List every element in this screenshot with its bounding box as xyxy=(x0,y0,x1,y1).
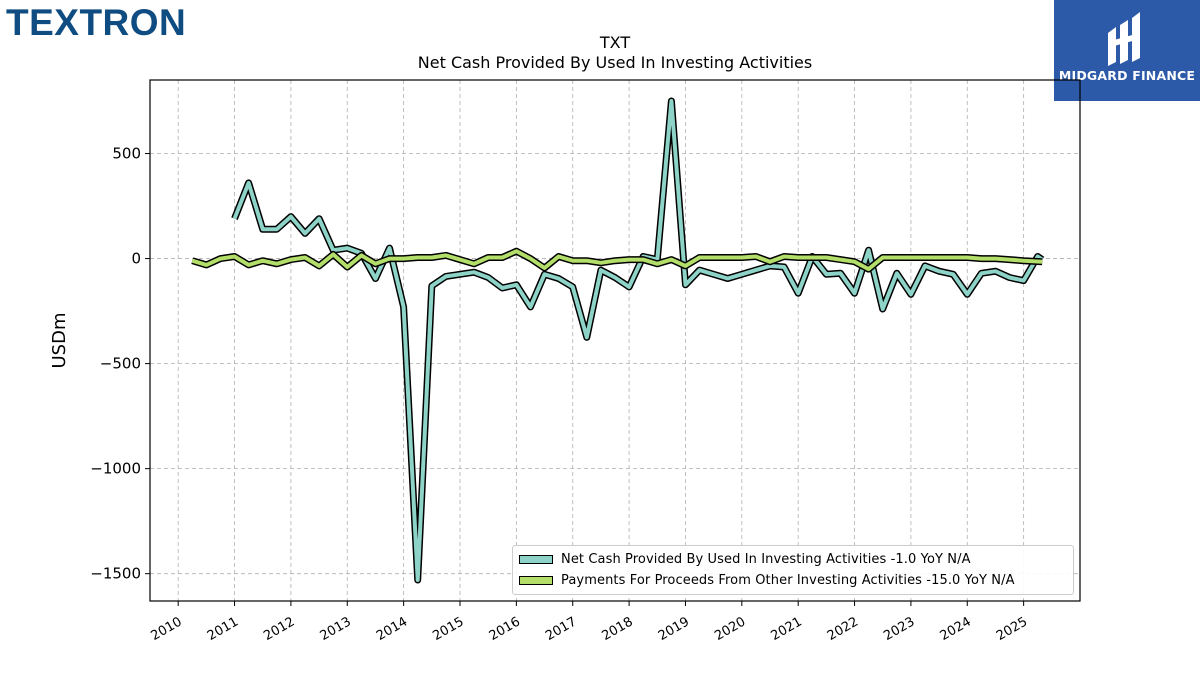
series-line-other-investing xyxy=(191,249,1043,272)
badge-text: MIDGARD FINANCE xyxy=(1058,68,1196,83)
legend-label-other-investing: Payments For Proceeds From Other Investi… xyxy=(561,572,1015,588)
x-tick-label: 2013 xyxy=(318,614,354,644)
legend-swatch-other-investing xyxy=(519,575,553,585)
plot-area xyxy=(149,79,1081,602)
series-outline-net-cash xyxy=(231,97,1045,584)
midgard-finance-badge: MIDGARD FINANCE xyxy=(1054,0,1200,101)
x-tick-label: 2018 xyxy=(599,614,635,644)
x-tick-label: 2012 xyxy=(261,614,297,644)
chart-subtitle: Net Cash Provided By Used In Investing A… xyxy=(417,53,813,72)
x-tick-label: 2011 xyxy=(205,614,241,644)
x-tick-label: 2022 xyxy=(825,614,861,644)
y-tick-label: 500 xyxy=(112,145,141,163)
chart-title-block: TXT Net Cash Provided By Used In Investi… xyxy=(150,33,1080,73)
x-tick-label: 2015 xyxy=(430,614,466,644)
midgard-logo-icon xyxy=(1054,0,1200,101)
x-tick-label: 2016 xyxy=(487,614,523,644)
x-tick-label: 2021 xyxy=(769,614,805,644)
textron-logo: TEXTRON xyxy=(6,2,187,43)
series-lines xyxy=(191,97,1045,584)
y-axis-label: USDm xyxy=(49,313,70,369)
y-tick-label: 0 xyxy=(131,250,141,268)
x-tick-label: 2020 xyxy=(712,614,748,644)
x-tick-label: 2017 xyxy=(543,614,579,644)
chart-legend: Net Cash Provided By Used In Investing A… xyxy=(512,545,1074,595)
y-tick-label: −1500 xyxy=(90,565,141,583)
legend-item-net-cash: Net Cash Provided By Used In Investing A… xyxy=(519,550,971,568)
legend-swatch-net-cash xyxy=(519,554,553,564)
legend-label-net-cash: Net Cash Provided By Used In Investing A… xyxy=(561,551,971,567)
y-tick-label: −1000 xyxy=(90,460,141,478)
legend-item-other-investing: Payments For Proceeds From Other Investi… xyxy=(519,571,1015,589)
x-tick-label: 2019 xyxy=(656,614,692,644)
y-tick-label: −500 xyxy=(100,355,141,373)
x-tick-label: 2025 xyxy=(994,614,1030,644)
x-tick-label: 2010 xyxy=(149,614,185,644)
x-tick-label: 2024 xyxy=(938,614,974,644)
series-line-net-cash xyxy=(232,99,1044,582)
grid xyxy=(150,80,1080,601)
x-tick-label: 2014 xyxy=(374,614,410,644)
chart-title: TXT xyxy=(599,33,631,52)
x-tick-label: 2023 xyxy=(881,614,917,644)
